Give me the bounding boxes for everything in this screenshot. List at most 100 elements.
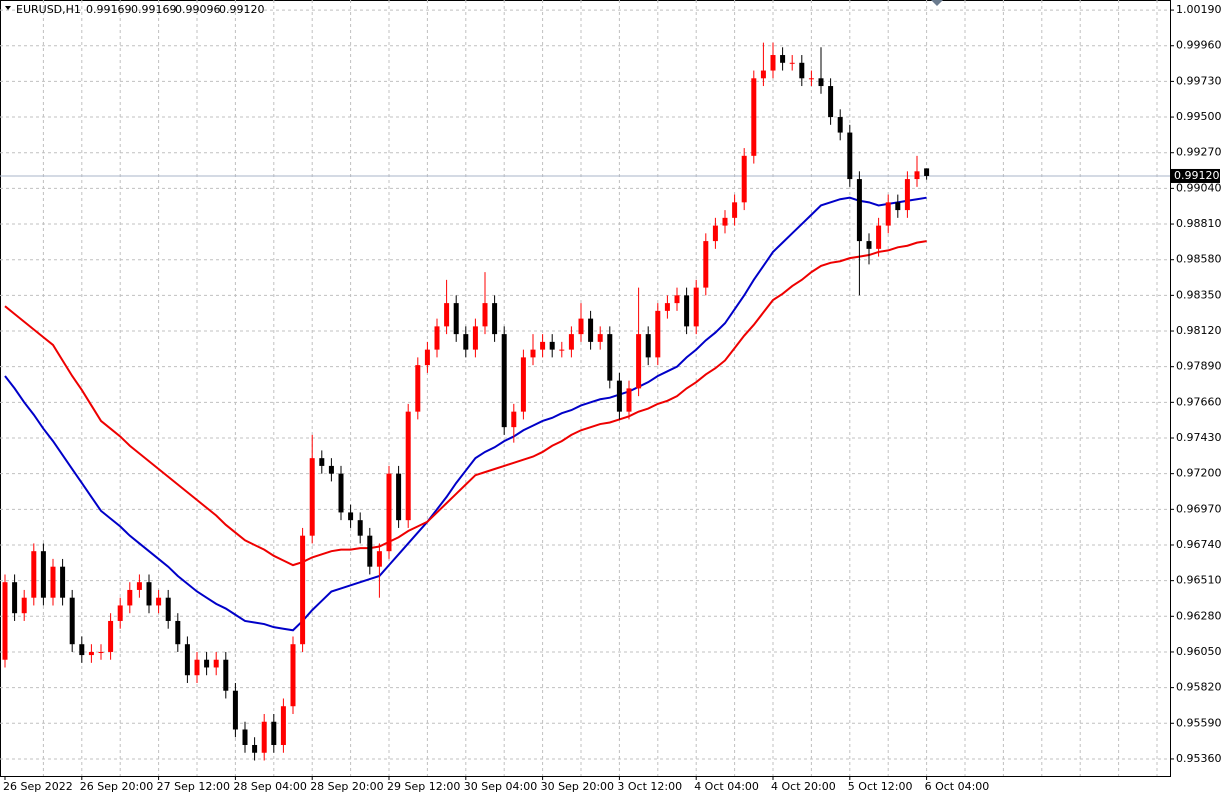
candle-body	[271, 721, 277, 745]
y-tick-label: 0.99500	[1176, 110, 1222, 123]
candle-body	[242, 729, 248, 745]
moving-average	[4, 196, 927, 632]
x-tick-label: 26 Sep 20:00	[80, 780, 153, 793]
candle-body	[520, 357, 526, 412]
candle-body	[79, 644, 85, 656]
y-tick-label: 0.97890	[1176, 360, 1222, 373]
x-tick-label: 6 Oct 04:00	[925, 780, 990, 793]
y-tick-label: 0.96740	[1176, 538, 1222, 551]
x-tick-label: 30 Sep 20:00	[541, 780, 614, 793]
y-tick-label: 0.95590	[1176, 716, 1222, 729]
ohlc-open: 0.99169	[86, 3, 132, 16]
candle-body	[712, 225, 718, 242]
candle-body	[722, 217, 728, 226]
candle-body	[252, 744, 258, 753]
candle-body	[194, 659, 200, 676]
candle-body	[588, 318, 594, 342]
candle-body	[463, 334, 469, 350]
candle-body	[607, 334, 613, 381]
candle-body	[300, 535, 306, 645]
y-tick-label: 0.98810	[1176, 217, 1222, 230]
candle-body	[60, 566, 66, 598]
bid-label: 0.99120	[1174, 169, 1220, 182]
candle-body	[732, 202, 738, 218]
symbol: EURUSD,H1	[16, 3, 81, 16]
candle-body	[146, 582, 152, 606]
y-tick-label: 0.96280	[1176, 609, 1222, 622]
candle-body	[914, 171, 920, 180]
y-tick-label: 0.99040	[1176, 181, 1222, 194]
candle-body	[434, 326, 440, 350]
plot-frame	[0, 0, 1171, 777]
candle-body	[597, 334, 603, 342]
x-tick-label: 4 Oct 04:00	[694, 780, 759, 793]
candle-body	[799, 62, 805, 79]
candle-body	[31, 551, 37, 598]
candle-body	[818, 78, 824, 87]
y-tick-label: 0.97660	[1176, 395, 1222, 408]
candle-body	[924, 168, 930, 176]
candle-body	[127, 589, 133, 606]
y-tick-label: 0.99270	[1176, 146, 1222, 159]
y-tick-label: 0.98580	[1176, 253, 1222, 266]
candle-body	[232, 690, 238, 730]
candle-body	[165, 597, 171, 621]
candle-body	[530, 349, 536, 358]
candle-body	[328, 465, 334, 474]
candle-body	[568, 334, 574, 350]
candle-body	[626, 388, 632, 412]
y-tick-label: 0.99730	[1176, 74, 1222, 87]
x-tick-label: 27 Sep 12:00	[157, 780, 230, 793]
x-tick-label: 4 Oct 20:00	[771, 780, 836, 793]
y-tick-label: 0.95820	[1176, 681, 1222, 694]
candle-body	[808, 78, 814, 80]
candle-body	[895, 202, 901, 211]
candle-body	[98, 651, 104, 653]
menu-arrow[interactable]	[5, 6, 11, 10]
x-tick-label: 5 Oct 12:00	[848, 780, 913, 793]
y-tick-label: 0.95360	[1176, 752, 1222, 765]
candle-body	[501, 334, 507, 428]
candle-body	[760, 70, 766, 79]
candle-body	[828, 86, 834, 118]
candle-body	[847, 132, 853, 180]
candle-body	[837, 117, 843, 133]
x-tick-label: 29 Sep 12:00	[387, 780, 460, 793]
candle-body	[21, 597, 27, 614]
candle-body	[856, 179, 862, 242]
y-tick-label: 0.97200	[1176, 467, 1222, 480]
candle-body	[280, 706, 286, 745]
x-tick-label: 28 Sep 04:00	[233, 780, 306, 793]
candle-body	[645, 334, 651, 358]
candle-body	[88, 651, 94, 656]
candle-body	[213, 659, 219, 668]
ohlc-close: 0.99120	[219, 3, 265, 16]
candle-body	[741, 155, 747, 203]
candle-body	[789, 62, 795, 64]
candle-body	[424, 349, 430, 366]
moving-average	[4, 240, 927, 567]
x-tick-label: 26 Sep 2022	[3, 780, 73, 793]
candle-body	[2, 582, 8, 660]
candle-body	[559, 349, 565, 351]
candle-body	[655, 310, 661, 358]
x-tick-label: 28 Sep 20:00	[310, 780, 383, 793]
candle-body	[876, 225, 882, 249]
candle-body	[261, 721, 267, 753]
candle-body	[290, 644, 296, 707]
candle-body	[866, 241, 872, 249]
candle-body	[136, 582, 142, 590]
candle-body	[549, 341, 555, 350]
candle-body	[540, 341, 546, 350]
candle-body	[780, 55, 786, 63]
candle-body	[12, 582, 18, 614]
candle-body	[309, 458, 315, 536]
candle-body	[175, 620, 181, 645]
candle-body	[204, 659, 210, 668]
y-tick-label: 0.96050	[1176, 645, 1222, 658]
candle-body	[108, 620, 114, 652]
candle-body	[376, 551, 382, 567]
candle-body	[453, 303, 459, 335]
candle-body	[367, 535, 373, 567]
